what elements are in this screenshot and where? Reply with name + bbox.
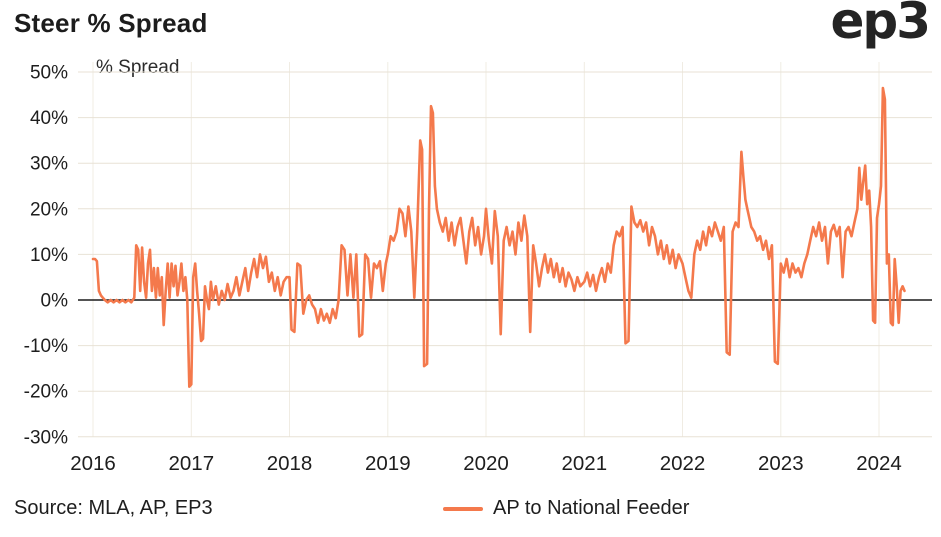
y-tick-label: 40% [30, 108, 68, 129]
y-tick-label: 20% [30, 199, 68, 220]
x-tick-label: 2021 [561, 452, 607, 475]
y-axis-label: % Spread [96, 57, 180, 78]
y-tick-label: 50% [30, 63, 68, 84]
y-tick-label: -30% [24, 427, 68, 448]
chart-title: Steer % Spread [14, 8, 208, 38]
legend-line-sample-icon [443, 506, 483, 511]
ep3-logo: ep3 [830, 0, 931, 50]
x-tick-label: 2016 [70, 452, 116, 475]
source-text: Source: MLA, AP, EP3 [14, 497, 213, 519]
x-tick-label: 2019 [365, 452, 411, 475]
x-tick-label: 2020 [463, 452, 509, 475]
y-tick-label: -10% [24, 336, 68, 357]
x-tick-label: 2024 [856, 452, 902, 475]
series-line-ap-to-national-feeder [91, 86, 906, 388]
y-tick-label: 0% [41, 291, 69, 312]
x-tick-label: 2023 [758, 452, 804, 475]
legend: AP to National Feeder [443, 497, 689, 520]
x-tick-label: 2017 [168, 452, 214, 475]
y-tick-label: 10% [30, 245, 68, 266]
x-tick-label: 2022 [660, 452, 706, 475]
x-tick-label: 2018 [267, 452, 313, 475]
y-tick-label: -20% [24, 382, 68, 403]
legend-label: AP to National Feeder [493, 497, 690, 519]
y-tick-label: 30% [30, 154, 68, 175]
